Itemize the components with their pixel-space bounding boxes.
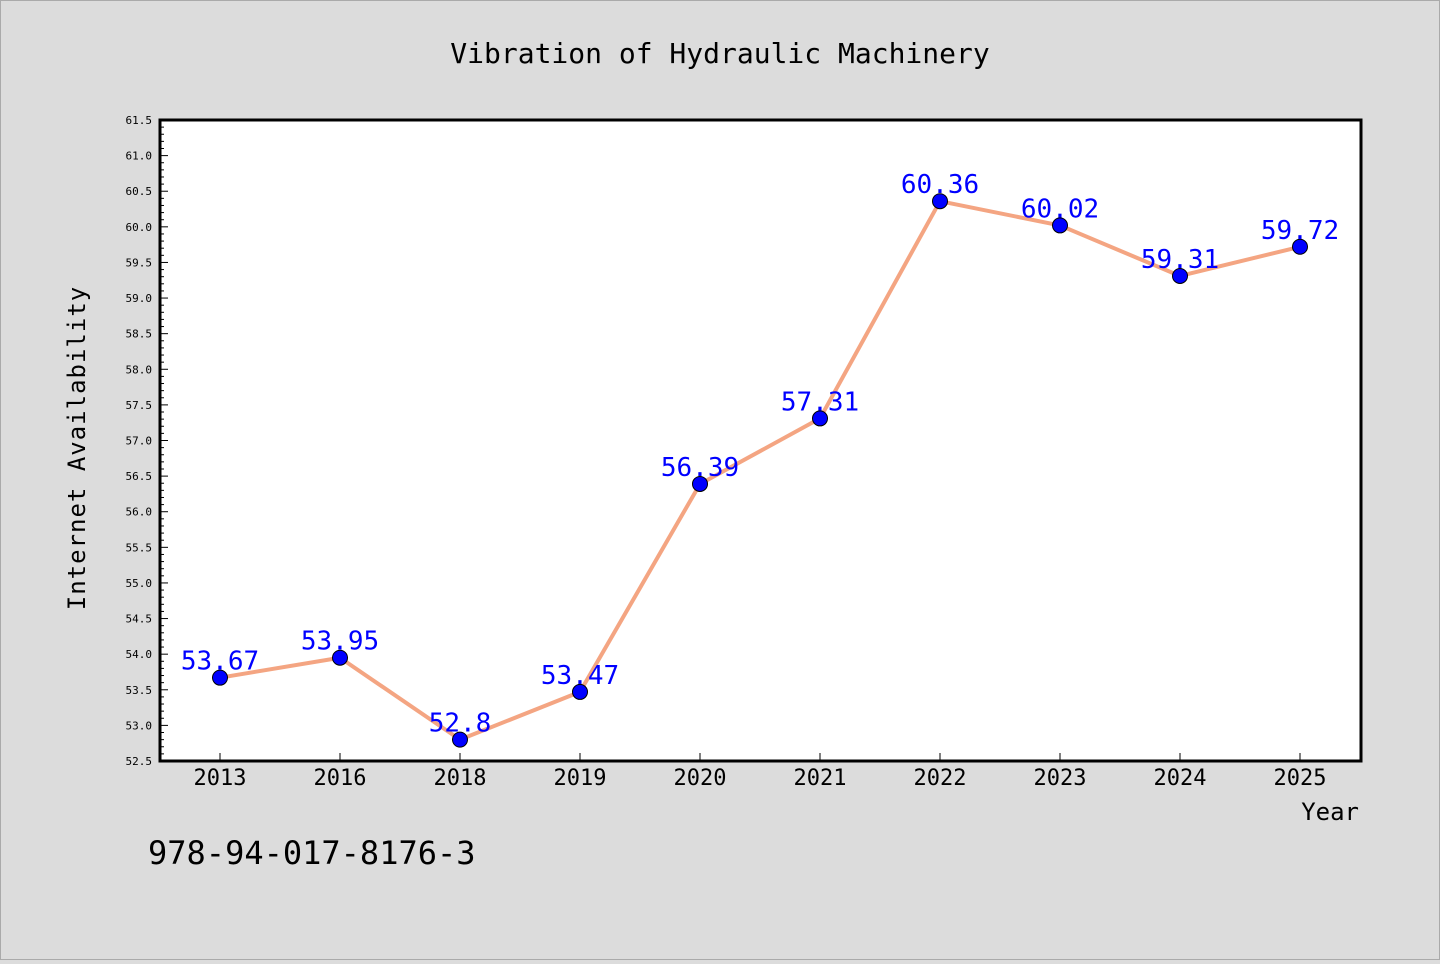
plot-frame <box>158 118 1363 763</box>
plot-area <box>160 120 1361 761</box>
y-tick-label: 57.0 <box>126 435 153 448</box>
data-point <box>692 475 708 492</box>
x-tick-label: 2013 <box>194 766 247 791</box>
y-axis-ticks: 52.5 53.0 53.5 54.0 54.5 55.0 55.5 56.0 56.5 57.0… <box>126 114 168 768</box>
data-label: 53.67 <box>181 647 259 677</box>
x-axis-ticks: 2013 2016 2018 2019 2020 2021 2022 2023 2024 2025 <box>194 753 1327 791</box>
series-line <box>218 199 1302 742</box>
y-tick-label: 59.0 <box>126 292 153 305</box>
y-tick-label: 61.5 <box>126 114 153 127</box>
x-tick-label: 2019 <box>554 766 607 791</box>
data-label: 56.39 <box>661 453 739 483</box>
data-label: 53.95 <box>301 627 379 657</box>
data-label: 60.36 <box>901 170 979 200</box>
data-point <box>932 193 948 210</box>
data-label: 53.47 <box>541 661 619 691</box>
y-tick-label: 57.5 <box>126 399 153 412</box>
y-tick-label: 53.0 <box>126 719 153 732</box>
y-tick-label: 52.5 <box>126 755 153 768</box>
data-label: 59.72 <box>1261 216 1339 246</box>
y-tick-label: 60.0 <box>126 221 153 234</box>
y-tick-label: 60.5 <box>126 185 153 198</box>
y-tick-label: 56.5 <box>126 470 153 483</box>
x-axis-label: Year <box>1301 798 1359 826</box>
x-tick-label: 2021 <box>794 766 847 791</box>
data-point <box>452 731 468 748</box>
x-tick-label: 2025 <box>1274 766 1327 791</box>
y-tick-label: 55.5 <box>126 541 153 554</box>
data-point <box>812 410 828 427</box>
x-tick-label: 2020 <box>674 766 727 791</box>
y-tick-label: 61.0 <box>126 150 153 163</box>
data-label: 52.8 <box>429 709 492 739</box>
data-point <box>572 683 588 700</box>
data-label: 59.31 <box>1141 245 1219 275</box>
data-point <box>1052 217 1068 234</box>
y-tick-label: 54.5 <box>126 613 153 626</box>
x-tick-label: 2024 <box>1154 766 1207 791</box>
isbn-text: 978-94-017-8176-3 <box>148 834 476 872</box>
x-tick-label: 2018 <box>434 766 487 791</box>
y-tick-label: 59.5 <box>126 256 153 269</box>
data-label: 57.31 <box>781 387 859 417</box>
x-tick-label: 2022 <box>914 766 967 791</box>
y-axis-label: Internet Availability <box>63 286 91 610</box>
data-point <box>212 669 228 686</box>
y-tick-label: 58.0 <box>126 363 153 376</box>
y-tick-label: 55.0 <box>126 577 153 590</box>
x-tick-label: 2023 <box>1034 766 1087 791</box>
data-point <box>1172 267 1188 284</box>
y-tick-label: 56.0 <box>126 506 153 519</box>
y-tick-label: 54.0 <box>126 648 153 661</box>
series-layer: 53.67 53.95 52.8 53.47 56.39 57.31 60.36 60.02 5… <box>181 170 1339 748</box>
data-label: 60.02 <box>1021 194 1099 224</box>
chart-title: Vibration of Hydraulic Machinery <box>450 37 989 70</box>
x-tick-label: 2016 <box>314 766 367 791</box>
y-tick-label: 58.5 <box>126 328 153 341</box>
data-point <box>332 649 348 666</box>
y-tick-label: 53.5 <box>126 684 153 697</box>
data-point <box>1292 238 1308 255</box>
